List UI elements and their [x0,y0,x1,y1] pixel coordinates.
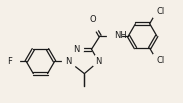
Text: O: O [90,15,96,24]
Text: N: N [66,57,72,66]
Text: Cl: Cl [157,7,165,16]
Text: N: N [73,45,79,54]
Text: F: F [7,57,12,66]
Text: NH: NH [114,31,127,40]
Text: Cl: Cl [157,56,165,65]
Text: N: N [95,57,102,66]
